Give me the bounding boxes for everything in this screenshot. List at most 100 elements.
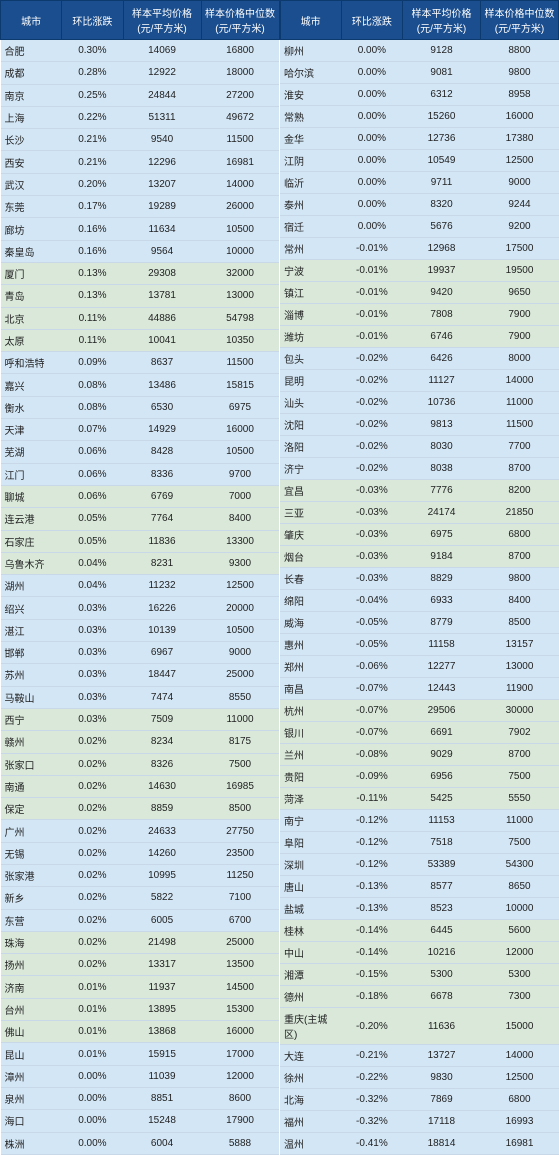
change-cell: -0.20% bbox=[341, 1008, 402, 1045]
median-cell: 14500 bbox=[201, 976, 279, 998]
median-cell: 17500 bbox=[481, 238, 559, 260]
city-cell: 南通 bbox=[1, 775, 62, 797]
table-row: 北海-0.32%78696800 bbox=[280, 1089, 559, 1111]
median-cell: 7500 bbox=[201, 753, 279, 775]
change-cell: 0.00% bbox=[341, 216, 402, 238]
city-cell: 成都 bbox=[1, 62, 62, 84]
avg-cell: 5425 bbox=[403, 788, 481, 810]
median-cell: 7900 bbox=[481, 304, 559, 326]
table-row: 东营0.02%60056700 bbox=[1, 909, 280, 931]
change-cell: 0.06% bbox=[62, 485, 123, 507]
avg-cell: 7474 bbox=[123, 686, 201, 708]
table-row: 汕头-0.02%1073611000 bbox=[280, 392, 559, 414]
avg-cell: 9420 bbox=[403, 282, 481, 304]
table-row: 温州-0.41%1881416981 bbox=[280, 1133, 559, 1155]
avg-cell: 14069 bbox=[123, 40, 201, 62]
change-cell: -0.07% bbox=[341, 678, 402, 700]
table-row: 盐城-0.13%852310000 bbox=[280, 898, 559, 920]
median-cell: 9800 bbox=[481, 62, 559, 84]
change-cell: -0.03% bbox=[341, 568, 402, 590]
city-cell: 马鞍山 bbox=[1, 686, 62, 708]
table-row: 石家庄0.05%1183613300 bbox=[1, 530, 280, 552]
table-row: 阜阳-0.12%75187500 bbox=[280, 832, 559, 854]
avg-cell: 6769 bbox=[123, 485, 201, 507]
avg-cell: 11636 bbox=[403, 1008, 481, 1045]
change-cell: -0.32% bbox=[341, 1089, 402, 1111]
table-row: 廊坊0.16%1163410500 bbox=[1, 218, 280, 240]
change-cell: -0.11% bbox=[341, 788, 402, 810]
avg-cell: 10041 bbox=[123, 329, 201, 351]
median-cell: 54798 bbox=[201, 307, 279, 329]
table-row: 西宁0.03%750911000 bbox=[1, 708, 280, 730]
avg-cell: 7509 bbox=[123, 708, 201, 730]
table-row: 中山-0.14%1021612000 bbox=[280, 942, 559, 964]
table-row: 洛阳-0.02%80307700 bbox=[280, 436, 559, 458]
change-cell: 0.03% bbox=[62, 597, 123, 619]
city-cell: 珠海 bbox=[1, 931, 62, 953]
col-median: 样本价格中位数(元/平方米) bbox=[201, 1, 279, 40]
avg-cell: 11232 bbox=[123, 575, 201, 597]
city-cell: 太原 bbox=[1, 329, 62, 351]
change-cell: 0.02% bbox=[62, 731, 123, 753]
median-cell: 12500 bbox=[201, 575, 279, 597]
city-cell: 威海 bbox=[280, 612, 341, 634]
city-cell: 汕头 bbox=[280, 392, 341, 414]
table-row: 厦门0.13%2930832000 bbox=[1, 262, 280, 284]
avg-cell: 6004 bbox=[123, 1132, 201, 1154]
city-cell: 南宁 bbox=[280, 810, 341, 832]
city-cell: 盐城 bbox=[280, 898, 341, 920]
median-cell: 7000 bbox=[201, 485, 279, 507]
avg-cell: 5676 bbox=[403, 216, 481, 238]
avg-cell: 6975 bbox=[403, 524, 481, 546]
avg-cell: 17118 bbox=[403, 1111, 481, 1133]
table-row: 湖州0.04%1123212500 bbox=[1, 575, 280, 597]
city-cell: 赣州 bbox=[1, 731, 62, 753]
change-cell: 0.00% bbox=[62, 1110, 123, 1132]
change-cell: 0.04% bbox=[62, 552, 123, 574]
median-cell: 8400 bbox=[201, 508, 279, 530]
table-row: 佛山0.01%1386816000 bbox=[1, 1021, 280, 1043]
table-row: 深圳-0.12%5338954300 bbox=[280, 854, 559, 876]
change-cell: 0.07% bbox=[62, 419, 123, 441]
city-cell: 济宁 bbox=[280, 458, 341, 480]
avg-cell: 11039 bbox=[123, 1065, 201, 1087]
city-cell: 新乡 bbox=[1, 887, 62, 909]
city-cell: 漳州 bbox=[1, 1065, 62, 1087]
median-cell: 23500 bbox=[201, 842, 279, 864]
avg-cell: 51311 bbox=[123, 106, 201, 128]
city-cell: 重庆(主城区) bbox=[280, 1008, 341, 1045]
change-cell: 0.03% bbox=[62, 642, 123, 664]
city-cell: 洛阳 bbox=[280, 436, 341, 458]
table-row: 三亚-0.03%2417421850 bbox=[280, 502, 559, 524]
avg-cell: 18447 bbox=[123, 664, 201, 686]
city-cell: 呼和浩特 bbox=[1, 352, 62, 374]
median-cell: 15000 bbox=[481, 1008, 559, 1045]
city-cell: 深圳 bbox=[280, 854, 341, 876]
median-cell: 11500 bbox=[201, 352, 279, 374]
city-cell: 宿迁 bbox=[280, 216, 341, 238]
avg-cell: 29308 bbox=[123, 262, 201, 284]
change-cell: 0.03% bbox=[62, 619, 123, 641]
table-row: 南宁-0.12%1115311000 bbox=[280, 810, 559, 832]
city-cell: 柳州 bbox=[280, 40, 341, 62]
avg-cell: 24174 bbox=[403, 502, 481, 524]
change-cell: 0.13% bbox=[62, 262, 123, 284]
change-cell: 0.02% bbox=[62, 842, 123, 864]
table-row: 呼和浩特0.09%863711500 bbox=[1, 352, 280, 374]
change-cell: 0.06% bbox=[62, 463, 123, 485]
change-cell: -0.02% bbox=[341, 348, 402, 370]
change-cell: 0.16% bbox=[62, 218, 123, 240]
change-cell: 0.00% bbox=[62, 1087, 123, 1109]
avg-cell: 15248 bbox=[123, 1110, 201, 1132]
avg-cell: 13895 bbox=[123, 998, 201, 1020]
table-row: 太原0.11%1004110350 bbox=[1, 329, 280, 351]
change-cell: 0.03% bbox=[62, 686, 123, 708]
change-cell: -0.02% bbox=[341, 392, 402, 414]
change-cell: -0.08% bbox=[341, 744, 402, 766]
median-cell: 15815 bbox=[201, 374, 279, 396]
change-cell: 0.02% bbox=[62, 931, 123, 953]
table-row: 绍兴0.03%1622620000 bbox=[1, 597, 280, 619]
avg-cell: 10139 bbox=[123, 619, 201, 641]
avg-cell: 11634 bbox=[123, 218, 201, 240]
table-row: 株洲0.00%60045888 bbox=[1, 1132, 280, 1154]
